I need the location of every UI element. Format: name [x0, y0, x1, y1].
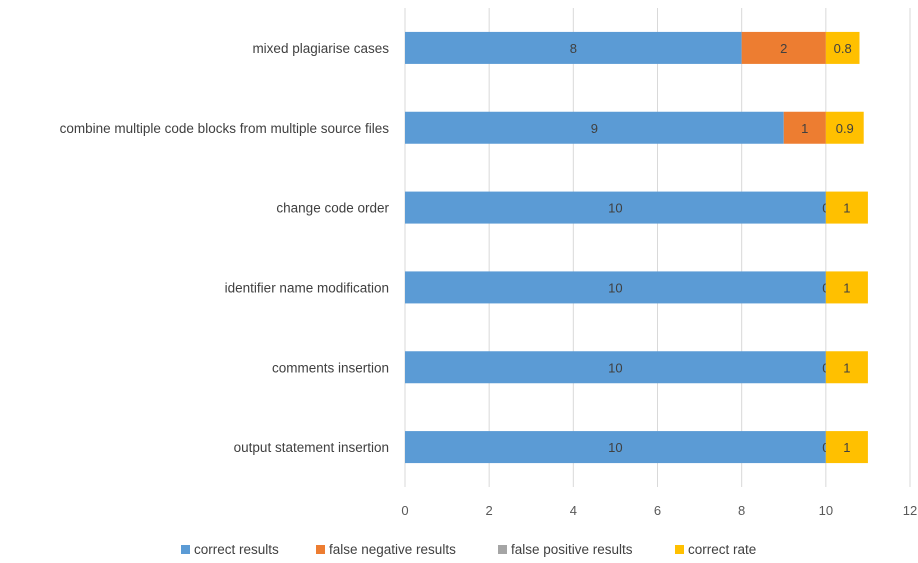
x-tick-label: 8 — [738, 503, 745, 518]
data-label: 1 — [801, 121, 808, 136]
x-tick-labels: 0 2 4 6 8 10 12 — [401, 503, 917, 518]
x-tick-label: 0 — [401, 503, 408, 518]
bar-segment — [405, 191, 826, 224]
bar-segment — [405, 431, 826, 464]
bar-segment — [405, 351, 826, 384]
bar-segment — [825, 191, 868, 224]
x-tick-label: 4 — [570, 503, 577, 518]
data-label: 9 — [591, 121, 598, 136]
bar-segment — [405, 111, 784, 144]
data-label: 0.9 — [836, 121, 854, 136]
data-label: 8 — [570, 41, 577, 56]
bar-segment — [405, 271, 826, 304]
legend-swatch — [316, 545, 325, 554]
data-label: 1 — [843, 280, 850, 295]
legend: correct results false negative results fal… — [181, 542, 756, 557]
data-label: 0.8 — [834, 41, 852, 56]
bar-segment — [825, 31, 860, 64]
x-tick-label: 2 — [486, 503, 493, 518]
category-labels: mixed plagiarise cases combine multiple c… — [60, 41, 390, 455]
bar-segment — [405, 31, 742, 64]
data-label: 1 — [843, 360, 850, 375]
x-tick-label: 10 — [819, 503, 833, 518]
legend-label: false negative results — [329, 542, 456, 557]
x-tick-label: 12 — [903, 503, 917, 518]
bar-segment — [741, 31, 826, 64]
category-label: output statement insertion — [234, 440, 389, 455]
data-label: 10 — [608, 280, 622, 295]
legend-swatch — [498, 545, 507, 554]
data-label: 10 — [608, 440, 622, 455]
bar-segment — [825, 431, 868, 464]
gridlines — [404, 8, 911, 487]
legend-label: correct results — [194, 542, 279, 557]
category-label: mixed plagiarise cases — [252, 41, 389, 56]
category-label: comments insertion — [272, 360, 389, 375]
data-label: 1 — [843, 201, 850, 216]
category-label: change code order — [276, 201, 389, 216]
legend-label: correct rate — [688, 542, 756, 557]
legend-swatch — [181, 545, 190, 554]
data-label: 2 — [780, 41, 787, 56]
x-tick-label: 6 — [654, 503, 661, 518]
data-label: 10 — [608, 201, 622, 216]
legend-label: false positive results — [511, 542, 633, 557]
legend-swatch — [675, 545, 684, 554]
bar-segment — [825, 351, 868, 384]
category-label: identifier name modification — [225, 280, 389, 295]
bar-segment — [825, 111, 864, 144]
bar-segment — [783, 111, 826, 144]
category-label: combine multiple code blocks from multip… — [60, 121, 390, 136]
data-label: 1 — [843, 440, 850, 455]
bar-segment — [825, 271, 868, 304]
data-label: 10 — [608, 360, 622, 375]
